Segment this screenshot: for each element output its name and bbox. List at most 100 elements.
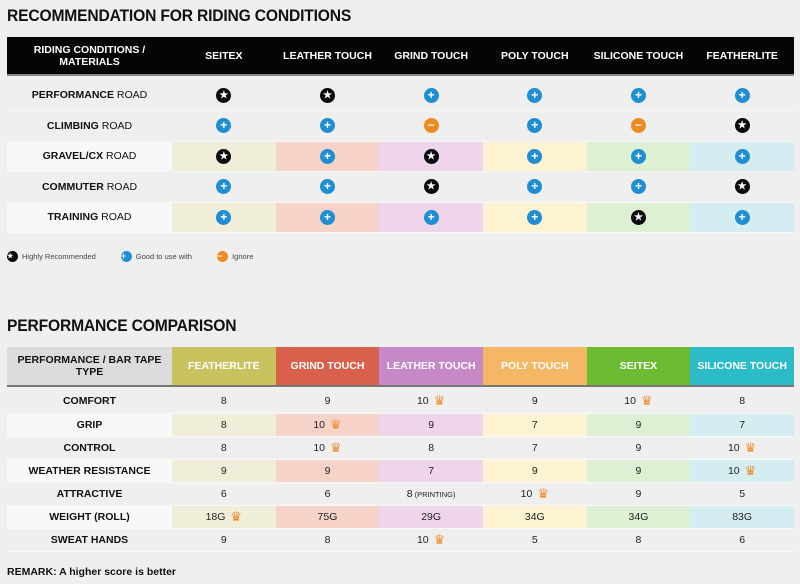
plus-icon: + [216,209,232,225]
plus-icon: + [527,148,543,164]
plus-icon: + [734,209,750,225]
table-row: SWEAT HANDS 9 8 10 ♛ 5 8 6 [7,528,794,552]
row-label-suffix: ROAD [101,211,132,224]
legend-item: ★ Highly Recommended [7,251,96,262]
crown-icon: ♛ [230,508,243,524]
star-icon: ★ [630,209,646,225]
score-cell: 10 ♛ [275,436,380,460]
rating-cell: ★ [690,110,794,142]
legend: ★ Highly Recommended + Good to use with − Ign… [7,251,278,262]
score-cell: 8 [586,528,691,552]
star-icon: ★ [734,179,750,195]
column-header: SILICONE TOUCH [690,347,794,386]
score-cell: 7 [690,413,794,437]
score-value: 75G [317,510,338,523]
rating-cell: + [172,171,276,203]
column-header: GRIND TOUCH [379,37,483,75]
plus-icon: + [319,148,335,164]
column-header: LEATHER TOUCH [275,37,380,75]
score-value: 9 [635,487,642,500]
rating-cell: + [379,202,483,233]
score-value: 9 [324,395,331,408]
score-value: 34G [524,510,545,523]
row-label-bold: CLIMBING [46,119,99,132]
rating-cell: + [172,110,276,142]
score-value: 7 [531,441,538,454]
plus-icon: + [423,209,439,225]
rating-cell: + [586,141,691,172]
rating-cell: + [482,202,587,233]
plus-icon: + [319,179,335,195]
score-cell: 9 [586,436,691,460]
minus-icon: − [630,118,646,134]
table-row: ATTRACTIVE 6 6 8 (PRINTING) 10 ♛ 9 5 [7,482,794,506]
score-cell: 6 [172,482,276,506]
score-value: 8 [220,395,227,408]
score-cell: 9 [586,413,691,437]
score-value: 9 [635,441,642,454]
row-label: PERFORMANCE ROAD [7,80,172,111]
score-value: 6 [739,533,746,546]
score-value: 5 [531,533,538,546]
score-cell: 10 ♛ [275,413,380,437]
star-icon: ★ [216,148,232,164]
rating-cell: + [482,171,587,203]
score-cell: 83G [690,505,794,529]
legend-item: − Ignore [217,251,253,262]
row-label-bold: TRAINING [47,211,99,224]
row-label: COMMUTER ROAD [7,171,172,203]
row-label-suffix: ROAD [106,150,137,163]
star-icon: ★ [216,87,232,103]
row-label: TRAINING ROAD [7,202,172,233]
rating-cell: + [690,141,794,172]
table-row: GRIP 8 10 ♛ 9 7 9 7 [7,413,794,437]
rating-cell: ★ [690,171,794,203]
column-header: POLY TOUCH [482,37,587,75]
minus-icon: − [423,118,439,134]
score-value: 10 [313,418,325,431]
plus-icon: + [527,179,543,195]
score-value: 6 [220,487,227,500]
score-value: 9 [531,395,538,408]
corner-header: RIDING CONDITIONS / MATERIALS [7,37,172,75]
row-label-bold: PERFORMANCE [31,89,114,101]
score-value: 8 [220,441,227,454]
column-header: LEATHER TOUCH [379,347,483,386]
rating-cell: + [586,80,691,111]
crown-icon: ♛ [744,439,757,455]
table-row: GRAVEL/CX ROAD ★ + ★ + + + [7,141,794,172]
score-cell: 7 [379,459,483,483]
rating-cell: + [379,80,483,111]
row-label: GRAVEL/CX ROAD [7,141,172,172]
score-cell: 9 [172,459,276,483]
rating-cell: ★ [586,202,691,233]
rating-cell: + [482,141,587,172]
crown-icon: ♛ [537,485,549,501]
row-label: GRIP [7,413,172,437]
crown-icon: ♛ [330,416,342,432]
column-header: FEATHERLITE [172,347,276,386]
score-cell: 9 [275,390,380,414]
plus-icon: + [216,118,232,134]
score-cell: 7 [482,436,587,460]
column-header: SILICONE TOUCH [586,37,691,75]
plus-icon: + [319,209,335,225]
score-value: 9 [428,418,435,431]
rating-cell: ★ [379,141,483,172]
score-cell: 34G [482,505,587,529]
score-value: 10 [416,395,429,408]
riding-conditions-table: RIDING CONDITIONS / MATERIALS SEITEX LEATH… [7,37,794,233]
plus-icon: + [527,87,543,103]
score-cell: 9 [379,413,483,437]
plus-icon: + [120,251,132,262]
crown-icon: ♛ [433,393,446,409]
score-cell: 9 [586,459,691,483]
score-cell: 34G [586,505,691,529]
plus-icon: + [630,87,646,103]
rating-cell: + [275,141,380,172]
row-label: WEATHER RESISTANCE [7,459,172,483]
row-label: ATTRACTIVE [7,482,172,506]
score-cell: 29G [379,505,483,529]
row-label-bold: GRAVEL/CX [42,150,104,163]
crown-icon: ♛ [744,462,757,478]
